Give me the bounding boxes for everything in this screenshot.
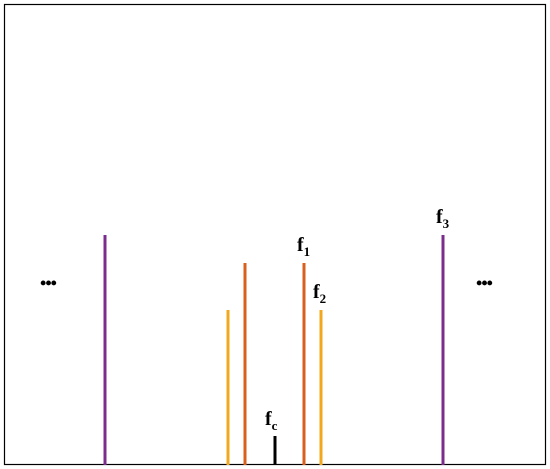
label-main: f — [436, 206, 443, 228]
label-main: f — [265, 408, 272, 430]
label-sub: 3 — [443, 216, 450, 231]
label-main: f — [297, 234, 304, 256]
label: f3 — [436, 206, 450, 231]
label-sub: 1 — [304, 244, 311, 259]
label-sub: 2 — [320, 291, 327, 306]
label-main: f — [313, 281, 320, 303]
label: f2 — [313, 281, 326, 306]
frame — [3, 3, 547, 466]
ellipsis: ••• — [40, 273, 57, 293]
ellipsis: ••• — [476, 273, 493, 293]
label: fc — [265, 408, 278, 433]
label-sub: c — [272, 418, 278, 433]
label: f1 — [297, 234, 310, 259]
